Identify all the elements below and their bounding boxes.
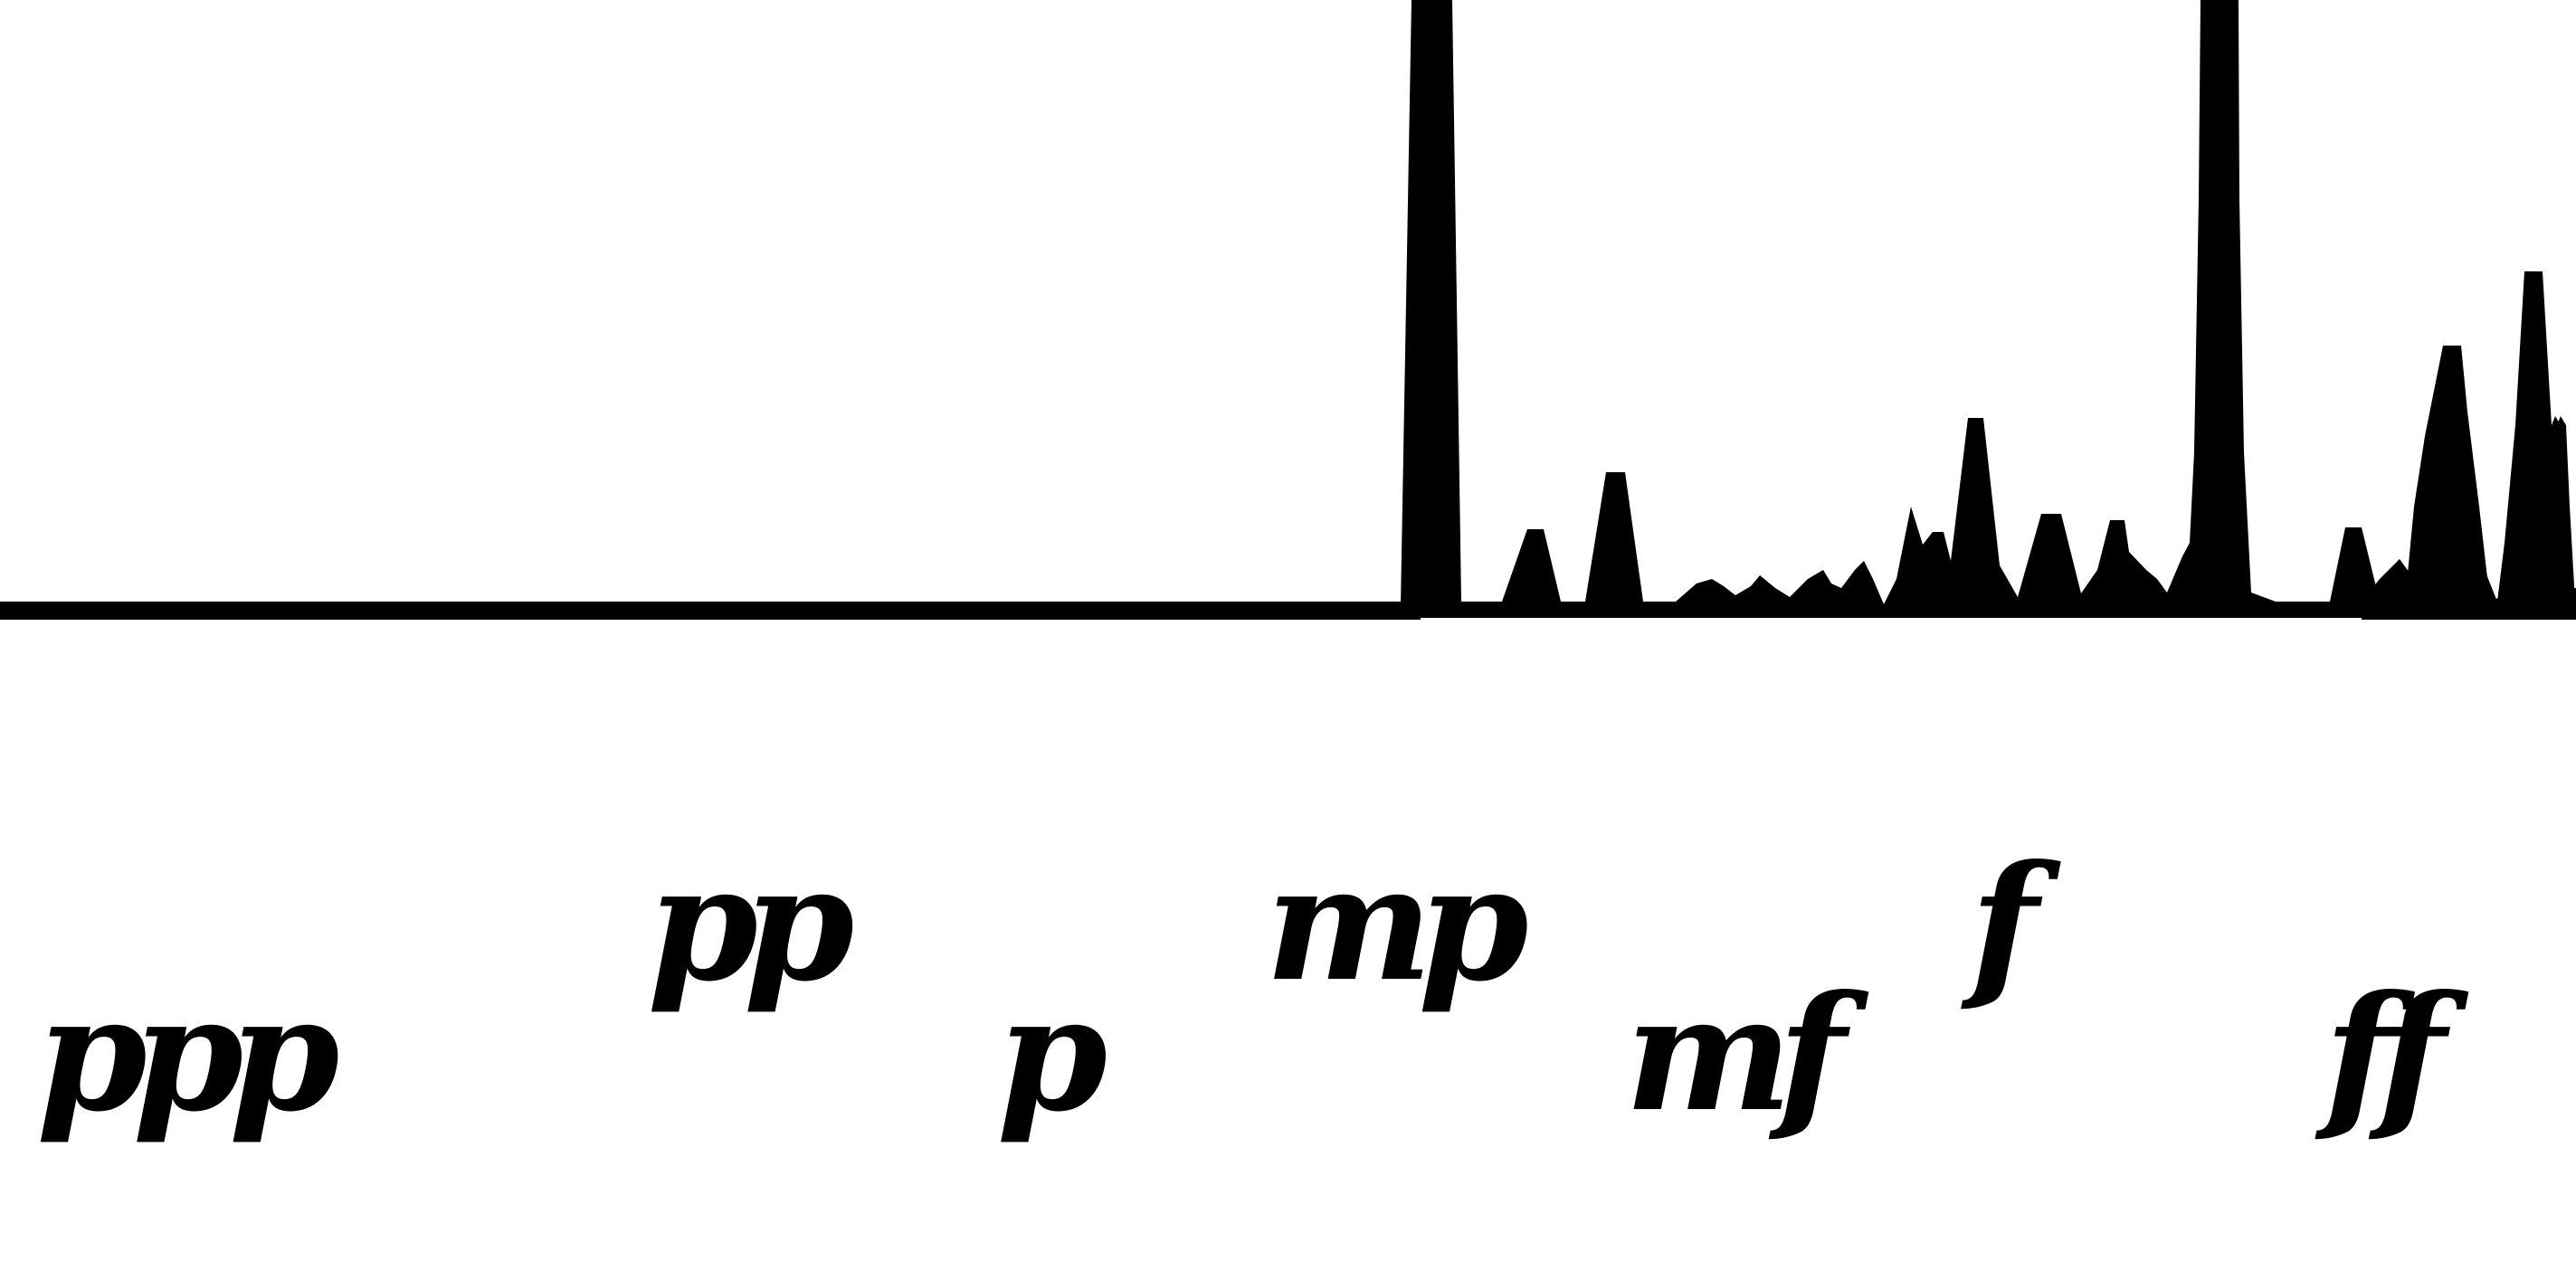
dynamic-mf: mf — [1624, 962, 1846, 1147]
dynamic-ff: ff — [2324, 962, 2447, 1147]
baseline — [0, 602, 1421, 620]
dynamic-p: p — [996, 962, 1107, 1147]
envelope-shape — [1401, 0, 2576, 620]
dynamic-f: f — [1970, 831, 2038, 1017]
dynamic-pp: pp — [647, 831, 855, 1017]
dynamic-mp: mp — [1265, 831, 1529, 1017]
envelope-shape-right-6 — [2547, 416, 2575, 602]
dynamic-ppp: ppp — [36, 962, 339, 1147]
loudness-envelope — [0, 0, 2576, 620]
